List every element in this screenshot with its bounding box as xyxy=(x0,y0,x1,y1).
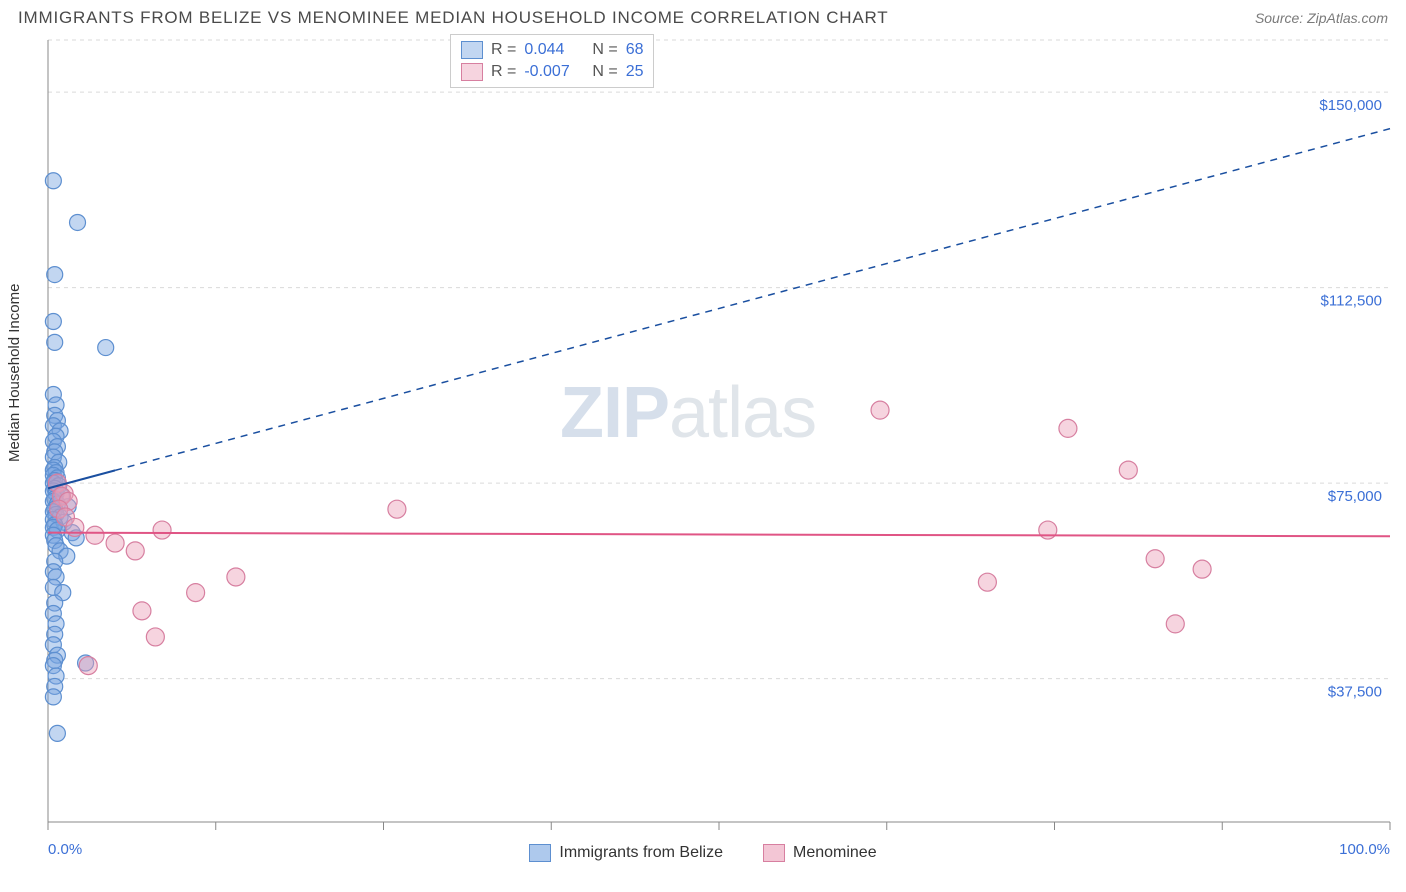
legend-swatch xyxy=(529,844,551,862)
svg-text:$75,000: $75,000 xyxy=(1328,488,1382,505)
header: IMMIGRANTS FROM BELIZE VS MENOMINEE MEDI… xyxy=(0,0,1406,32)
legend-swatch xyxy=(461,63,483,81)
svg-text:$37,500: $37,500 xyxy=(1328,684,1382,701)
svg-text:$112,500: $112,500 xyxy=(1321,293,1382,310)
chart-title: IMMIGRANTS FROM BELIZE VS MENOMINEE MEDI… xyxy=(18,8,888,28)
correlation-legend-row: R = -0.007N =25 xyxy=(461,61,643,83)
y-axis-label: Median Household Income xyxy=(6,284,23,462)
legend-swatch xyxy=(461,41,483,59)
source-label: Source: ZipAtlas.com xyxy=(1255,10,1388,26)
svg-text:$150,000: $150,000 xyxy=(1319,97,1382,114)
series-legend-label: Menominee xyxy=(793,844,877,862)
chart-area: Median Household Income $37,500$75,000$1… xyxy=(0,32,1406,862)
scatter-plot: $37,500$75,000$112,500$150,0000.0%100.0% xyxy=(0,32,1406,862)
series-legend: Immigrants from Belize Menominee xyxy=(0,844,1406,862)
correlation-legend: R = 0.044N =68R = -0.007N =25 xyxy=(450,34,654,88)
series-legend-label: Immigrants from Belize xyxy=(559,844,723,862)
series-legend-item: Immigrants from Belize xyxy=(529,844,723,862)
legend-swatch xyxy=(763,844,785,862)
correlation-legend-row: R = 0.044N =68 xyxy=(461,39,643,61)
series-legend-item: Menominee xyxy=(763,844,877,862)
